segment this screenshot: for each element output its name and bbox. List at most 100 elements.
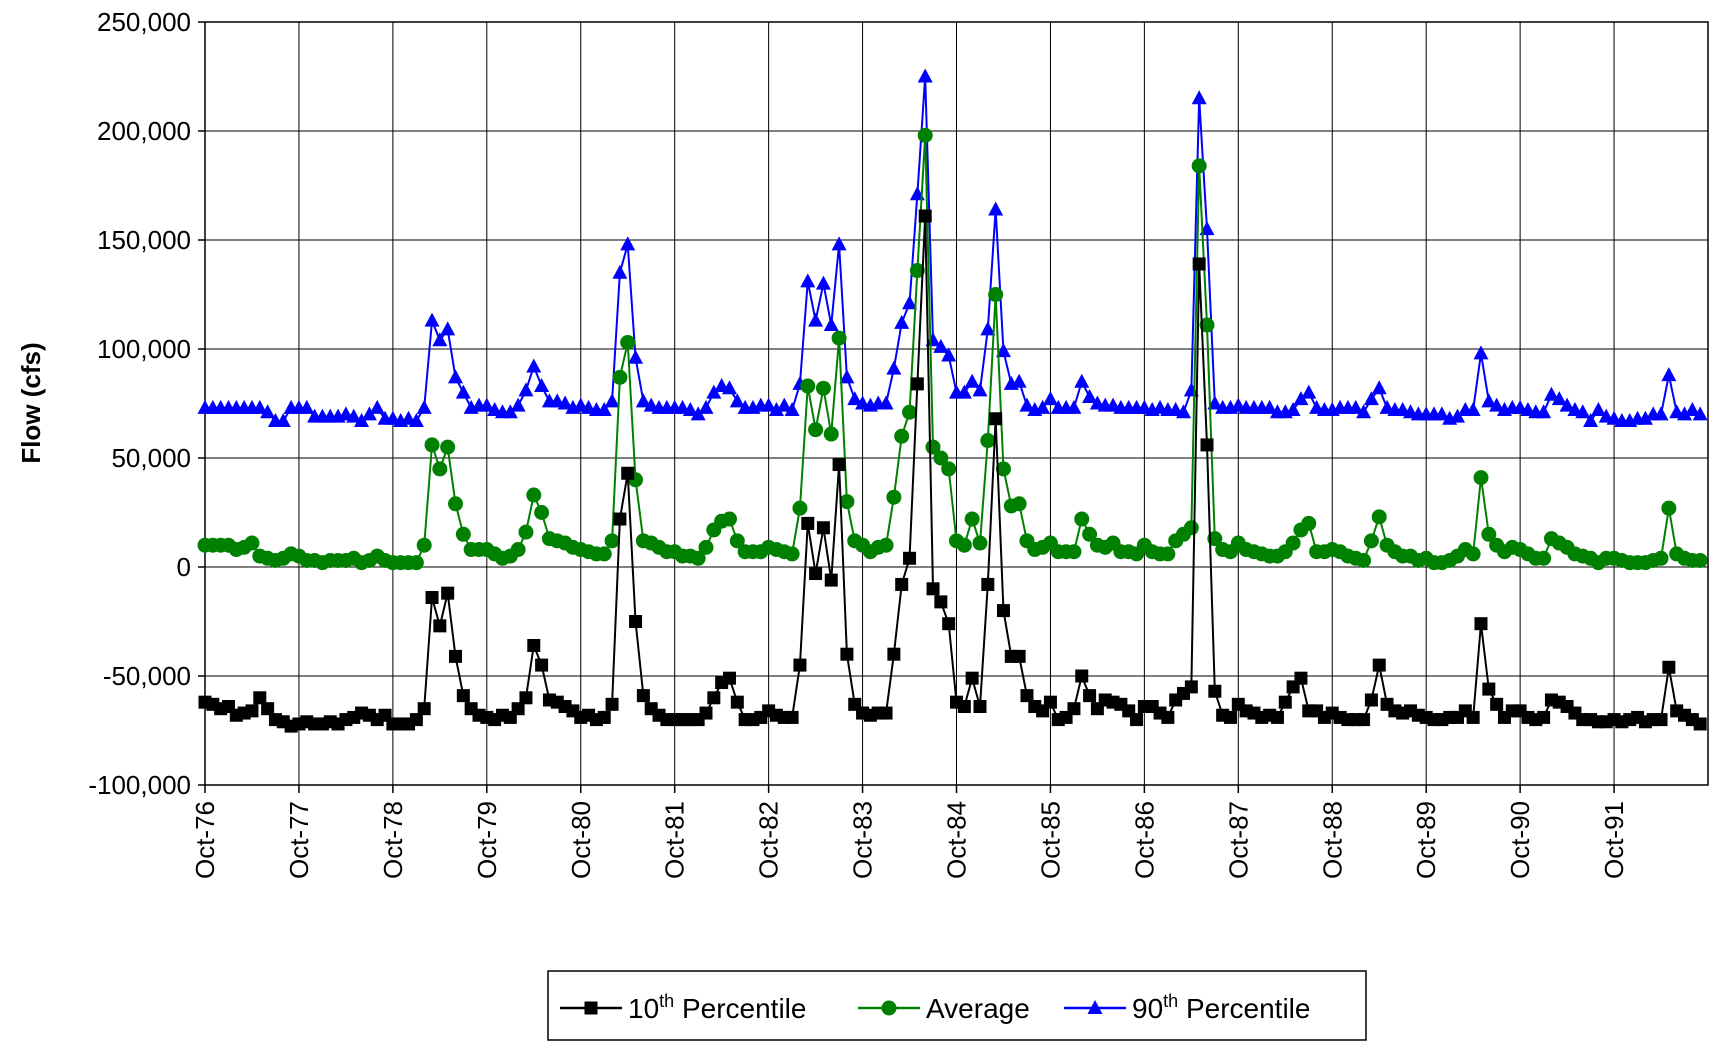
data-point xyxy=(526,358,542,373)
data-point xyxy=(597,710,611,724)
data-point xyxy=(253,691,267,705)
x-tick-label: Oct-79 xyxy=(472,801,502,879)
data-point xyxy=(441,586,455,600)
data-point xyxy=(416,537,432,553)
data-point xyxy=(902,295,918,310)
x-tick-label: Oct-84 xyxy=(942,801,972,879)
y-tick-label: -100,000 xyxy=(88,770,191,800)
data-point xyxy=(1364,693,1378,707)
data-point xyxy=(479,397,495,412)
data-point xyxy=(1223,710,1237,724)
data-point xyxy=(1489,397,1505,412)
data-point xyxy=(596,402,612,417)
data-point xyxy=(1066,544,1082,560)
data-point xyxy=(785,710,799,724)
data-point xyxy=(729,393,745,408)
data-point xyxy=(800,378,816,394)
data-point xyxy=(832,458,846,472)
data-point xyxy=(879,706,893,720)
series-10th-percentile xyxy=(198,209,1707,733)
x-tick-label: Oct-83 xyxy=(848,801,878,879)
legend-label: 10th Percentile xyxy=(628,991,806,1024)
data-point xyxy=(409,713,423,727)
data-point xyxy=(1372,658,1386,672)
legend-swatch-marker xyxy=(1087,1000,1103,1014)
data-point xyxy=(847,391,863,406)
data-point xyxy=(1357,713,1371,727)
data-point xyxy=(768,402,784,417)
data-point xyxy=(1082,526,1098,542)
x-tick-label: Oct-78 xyxy=(378,801,408,879)
data-point xyxy=(792,500,808,516)
data-point xyxy=(1693,717,1707,731)
data-point xyxy=(1661,367,1677,382)
data-point xyxy=(1082,388,1098,403)
data-point xyxy=(886,489,902,505)
x-tick-label: Oct-90 xyxy=(1505,801,1535,879)
data-point xyxy=(261,702,275,716)
data-point xyxy=(1537,710,1551,724)
data-point xyxy=(918,209,932,223)
x-tick-label: Oct-76 xyxy=(190,801,220,879)
data-point xyxy=(972,535,988,551)
data-point xyxy=(1200,438,1214,452)
data-point xyxy=(369,399,385,414)
data-point xyxy=(1285,535,1301,551)
data-point xyxy=(988,201,1004,216)
data-point xyxy=(1653,550,1669,566)
y-tick-label: 50,000 xyxy=(111,443,191,473)
data-point xyxy=(815,275,831,290)
data-point xyxy=(502,404,518,419)
data-point xyxy=(698,539,714,555)
data-point xyxy=(557,395,573,410)
data-point xyxy=(604,393,620,408)
data-point xyxy=(511,702,525,716)
data-point xyxy=(299,399,315,414)
data-point xyxy=(448,496,463,512)
data-point xyxy=(1278,695,1292,709)
data-point xyxy=(1481,526,1497,542)
data-point xyxy=(989,412,1003,426)
data-point xyxy=(808,422,824,438)
data-point xyxy=(518,524,534,540)
data-point xyxy=(956,384,972,399)
data-point xyxy=(956,537,972,553)
data-point xyxy=(1543,386,1559,401)
data-point xyxy=(707,691,721,705)
data-point xyxy=(1066,399,1082,414)
data-point xyxy=(1074,511,1090,527)
data-point xyxy=(1183,520,1199,536)
data-point xyxy=(941,347,957,362)
data-point xyxy=(1270,710,1284,724)
data-point xyxy=(1012,649,1026,663)
data-point xyxy=(973,700,987,714)
y-tick-label: 150,000 xyxy=(97,225,191,255)
data-point xyxy=(1677,406,1693,421)
data-point xyxy=(1301,384,1317,399)
data-point xyxy=(1450,408,1465,423)
data-point xyxy=(526,487,542,503)
data-point xyxy=(275,412,291,427)
data-point xyxy=(933,338,949,353)
data-point xyxy=(432,332,448,347)
data-point xyxy=(1130,713,1144,727)
legend-entry-average: Average xyxy=(858,993,1030,1024)
data-point xyxy=(416,399,432,414)
data-point xyxy=(510,397,526,412)
legend-swatch-marker xyxy=(584,1001,598,1015)
data-point xyxy=(699,706,713,720)
data-point xyxy=(1654,713,1668,727)
data-point xyxy=(698,399,714,414)
data-point xyxy=(878,537,894,553)
data-point xyxy=(527,638,541,652)
data-point xyxy=(1481,393,1497,408)
data-point xyxy=(1083,689,1097,703)
data-point xyxy=(1020,689,1034,703)
data-point xyxy=(1035,399,1051,414)
data-point xyxy=(941,461,957,477)
data-point xyxy=(1465,402,1481,417)
data-point xyxy=(1473,470,1489,486)
data-point xyxy=(957,700,971,714)
x-tick-label: Oct-77 xyxy=(284,801,314,879)
data-point xyxy=(722,671,736,685)
